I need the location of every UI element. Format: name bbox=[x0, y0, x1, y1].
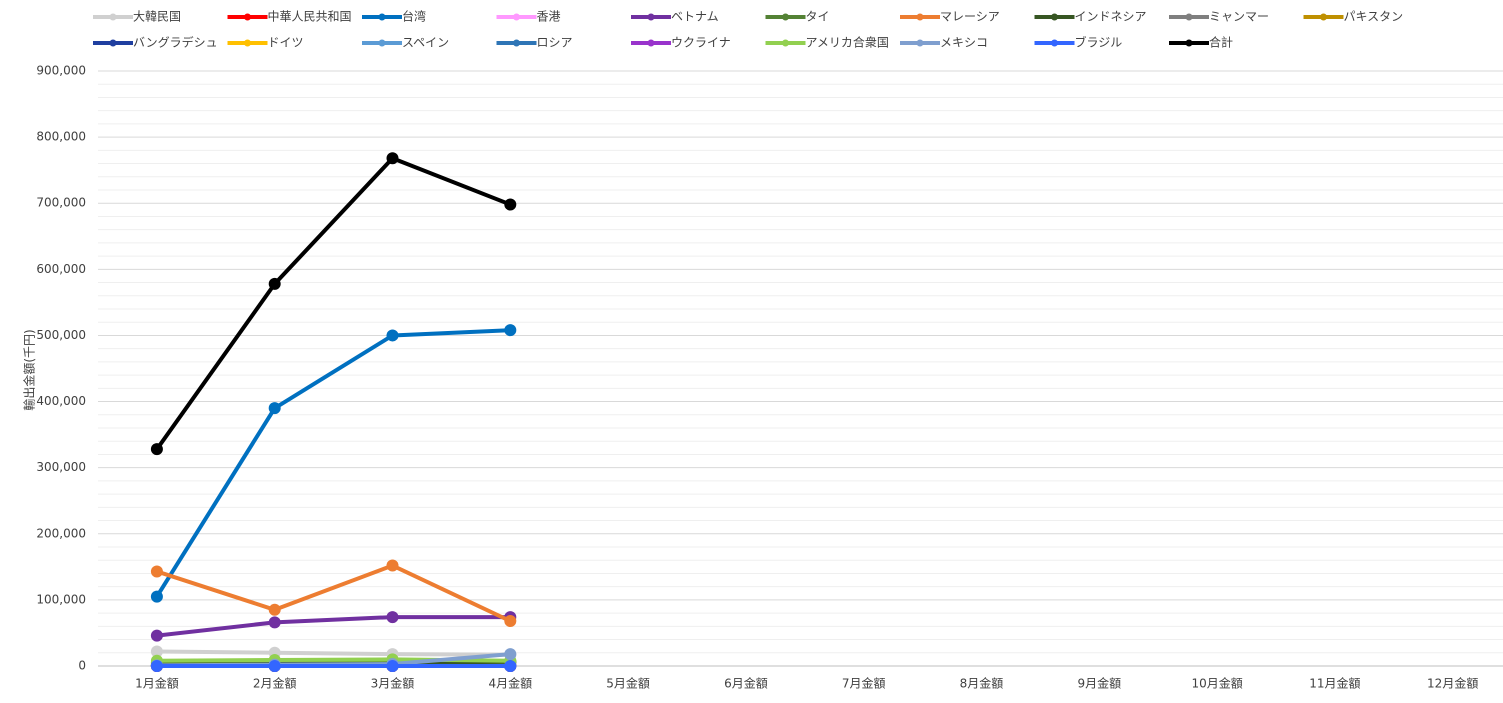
legend-label: バングラデシュ bbox=[133, 35, 218, 50]
y-tick-label: 0 bbox=[78, 659, 86, 673]
data-point bbox=[386, 559, 399, 572]
data-point bbox=[504, 648, 517, 661]
data-point bbox=[150, 645, 163, 658]
legend-label: ミャンマー bbox=[1209, 10, 1269, 24]
data-point bbox=[386, 152, 399, 165]
legend-label: ブラジル bbox=[1075, 35, 1123, 50]
data-point bbox=[268, 277, 281, 290]
x-tick-label: 10月金額 bbox=[1191, 676, 1242, 691]
legend-marker bbox=[647, 13, 655, 21]
legend-marker bbox=[916, 39, 924, 47]
data-point bbox=[150, 565, 163, 578]
data-point bbox=[150, 590, 163, 603]
data-point bbox=[150, 660, 163, 672]
data-point bbox=[386, 329, 399, 342]
legend-marker bbox=[1051, 39, 1058, 47]
data-point bbox=[150, 443, 163, 456]
legend-marker bbox=[647, 39, 655, 47]
data-point bbox=[504, 198, 517, 211]
x-tick-label: 12月金額 bbox=[1427, 676, 1478, 691]
legend-marker bbox=[378, 39, 386, 47]
y-tick-label: 400,000 bbox=[36, 394, 86, 408]
x-tick-label: 11月金額 bbox=[1309, 676, 1360, 691]
series-line bbox=[156, 563, 512, 623]
y-tick-label: 600,000 bbox=[36, 262, 86, 276]
legend-label: アメリカ合衆国 bbox=[806, 35, 889, 50]
y-tick-label: 100,000 bbox=[36, 592, 86, 606]
legend-label: 中華人民共和国 bbox=[268, 9, 352, 24]
x-tick-label: 9月金額 bbox=[1077, 676, 1121, 691]
y-tick-label: 500,000 bbox=[36, 328, 86, 342]
legend-marker bbox=[1185, 39, 1193, 47]
legend-label: 大韓民国 bbox=[133, 10, 181, 24]
legend-marker bbox=[109, 13, 117, 21]
data-point bbox=[386, 611, 399, 624]
series-line bbox=[155, 328, 511, 598]
legend-marker bbox=[244, 39, 251, 47]
data-point bbox=[504, 324, 517, 337]
data-point bbox=[504, 615, 517, 628]
legend-marker bbox=[244, 13, 251, 21]
legend-label: 台湾 bbox=[402, 9, 426, 24]
x-tick-label: 2月金額 bbox=[253, 676, 297, 691]
y-tick-label: 300,000 bbox=[36, 460, 86, 474]
legend-marker bbox=[1185, 13, 1193, 21]
legend-marker bbox=[513, 13, 520, 21]
y-tick-label: 200,000 bbox=[36, 526, 86, 540]
x-tick-label: 5月金額 bbox=[606, 676, 650, 691]
legend-label: メキシコ bbox=[940, 36, 988, 50]
legend-label: ベトナム bbox=[671, 10, 719, 24]
legend-label: スペイン bbox=[402, 36, 449, 50]
legend-label: ロシア bbox=[537, 36, 573, 50]
x-tick-label: 4月金額 bbox=[488, 676, 532, 691]
data-point bbox=[504, 660, 517, 672]
legend-label: タイ bbox=[806, 10, 830, 24]
data-point bbox=[268, 660, 281, 672]
data-point bbox=[268, 402, 281, 415]
legend-marker bbox=[513, 39, 520, 47]
legend-marker bbox=[916, 13, 924, 21]
legend-marker bbox=[782, 13, 789, 21]
series-line bbox=[155, 156, 512, 451]
legend-label: インドネシア bbox=[1075, 10, 1147, 24]
legend-label: 香港 bbox=[537, 10, 561, 24]
legend-label: パキスタン bbox=[1344, 10, 1404, 24]
legend-label: ドイツ bbox=[268, 36, 304, 50]
data-point bbox=[268, 603, 281, 616]
data-point bbox=[386, 660, 399, 672]
x-tick-label: 1月金額 bbox=[135, 676, 179, 691]
y-tick-label: 800,000 bbox=[36, 130, 86, 144]
series-line bbox=[156, 649, 511, 657]
x-tick-label: 7月金額 bbox=[842, 676, 886, 691]
data-point bbox=[268, 616, 281, 629]
x-tick-label: 6月金額 bbox=[724, 676, 768, 691]
legend-marker bbox=[378, 13, 386, 21]
x-tick-label: 8月金額 bbox=[960, 676, 1004, 691]
legend-marker bbox=[1051, 13, 1058, 21]
legend-marker bbox=[1320, 13, 1327, 21]
legend-marker bbox=[782, 39, 789, 47]
y-axis-label: 輸出金額(千円) bbox=[22, 329, 37, 410]
legend-label: ウクライナ bbox=[671, 36, 731, 50]
x-tick-label: 3月金額 bbox=[371, 676, 415, 691]
legend-label: マレーシア bbox=[940, 10, 1000, 24]
legend-marker bbox=[109, 39, 117, 47]
y-tick-label: 900,000 bbox=[36, 64, 86, 78]
series-line bbox=[156, 615, 511, 638]
data-point bbox=[150, 629, 163, 642]
y-tick-label: 700,000 bbox=[36, 196, 86, 210]
legend-label: 合計 bbox=[1209, 35, 1233, 50]
